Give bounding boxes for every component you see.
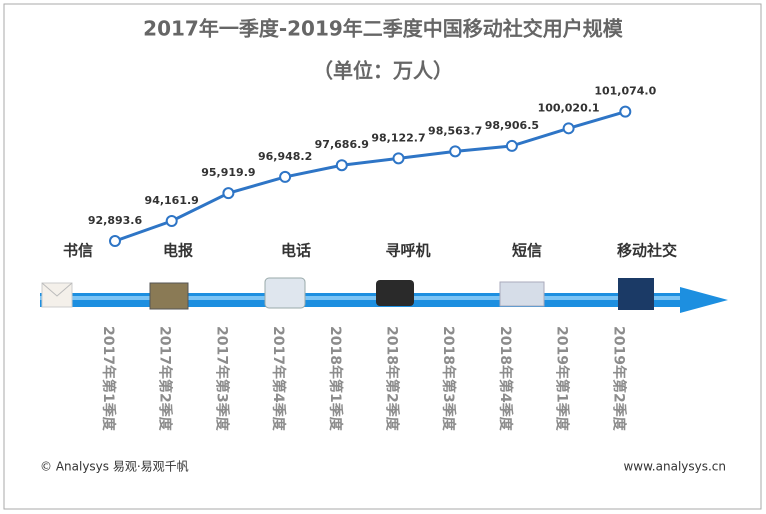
marker [222, 187, 235, 200]
data-label: 97,686.9 [315, 138, 369, 151]
milestone-label: 短信 [512, 242, 542, 260]
marker [449, 145, 462, 158]
data-label: 98,563.7 [428, 124, 482, 137]
milestone-label: 电话 [281, 242, 311, 260]
x-tick-label: 2018年第3季度 [440, 326, 457, 432]
x-tick-label: 2018年第1季度 [327, 326, 344, 432]
milestone-label: 移动社交 [617, 242, 677, 260]
x-tick-label: 2017年第2季度 [157, 326, 174, 432]
marker [335, 159, 348, 172]
marker [392, 152, 405, 165]
data-label: 92,893.6 [88, 214, 143, 227]
milestone-label: 寻呼机 [385, 242, 430, 260]
chart-title: 2017年一季度-2019年二季度中国移动社交用户规模 [143, 17, 624, 41]
x-tick-label: 2017年第4季度 [270, 326, 287, 432]
milestone-label: 电报 [163, 242, 193, 260]
milestone-icons [41, 277, 654, 310]
marker [505, 139, 518, 152]
x-tick-label: 2019年第1季度 [554, 326, 571, 432]
data-label: 101,074.0 [594, 85, 656, 98]
marker [279, 170, 292, 183]
chart-subtitle: （单位：万人） [313, 59, 453, 83]
milestone-label: 书信 [63, 242, 93, 260]
data-label: 98,122.7 [371, 131, 425, 144]
x-tick-label: 2019年第2季度 [610, 326, 627, 432]
source: © Analysys 易观·易观千帆 [40, 459, 189, 474]
marker [165, 214, 178, 227]
data-label: 98,906.5 [485, 119, 539, 132]
frame [3, 3, 762, 510]
x-tick-label: 2018年第2季度 [384, 326, 401, 432]
x-tick-label: 2017年第3季度 [213, 326, 230, 432]
marker [109, 235, 121, 248]
data-label: 94,161.9 [145, 194, 199, 207]
marker [562, 122, 575, 135]
data-label: 100,020.1 [538, 101, 600, 114]
x-tick-label: 2017年第1季度 [100, 326, 117, 432]
line [114, 110, 626, 243]
marker [619, 105, 632, 118]
website: www.analysys.cn [623, 460, 726, 474]
data-label: 96,948.2 [258, 150, 312, 163]
data-label: 95,919.9 [201, 166, 255, 179]
x-tick-label: 2018年第4季度 [497, 326, 514, 432]
